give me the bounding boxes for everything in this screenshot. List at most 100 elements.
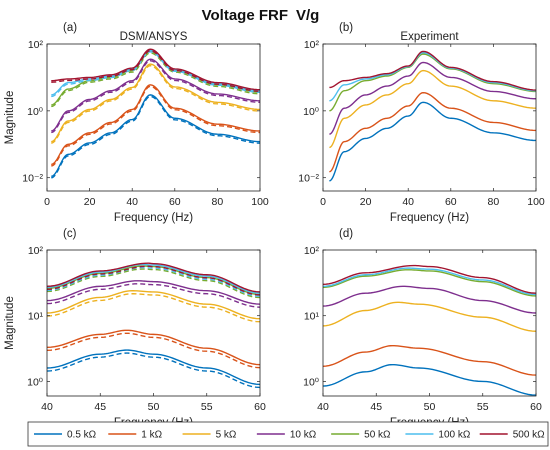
y-tick-label: 10⁰ [303, 376, 320, 388]
series-line-0.5k [329, 101, 536, 182]
series-line-10k-dashed [51, 60, 260, 134]
series-line-1k-dashed [51, 85, 260, 167]
series-line-500k [47, 262, 260, 293]
panel-b: 0 20 40 60 80 100 10⁻² 10⁰ 10² Frequency (Hz) (b) E… [298, 22, 545, 224]
series-line-500k-dashed [47, 265, 260, 296]
series-lines [51, 48, 260, 179]
y-tick-label: 10¹ [28, 311, 44, 323]
y-tick-label: 10⁻² [22, 173, 43, 185]
panel-a: 0 20 40 60 80 100 10⁻² 10⁰ 10² Frequency (Hz) Magn… [4, 22, 269, 224]
x-tick-label: 100 [527, 196, 545, 208]
legend-item: 0.5 kΩ [34, 430, 97, 441]
legend-label: 0.5 kΩ [67, 430, 97, 441]
legend-label: 50 kΩ [364, 430, 391, 441]
y-axis-label: Magnitude [4, 296, 16, 350]
x-tick-label: 60 [169, 196, 181, 208]
y-tick-label: 10² [28, 39, 44, 51]
x-tick-label: 80 [488, 196, 500, 208]
x-tick-label: 20 [360, 196, 372, 208]
figure-title-math: V/g [296, 7, 319, 24]
series-line-0.5k [51, 94, 260, 178]
x-tick-label: 40 [317, 401, 329, 413]
series-line-5k [329, 69, 536, 149]
series-line-100k [47, 263, 260, 294]
plot-area [47, 44, 260, 191]
series-line-1k [323, 344, 536, 376]
series-line-50k-dashed [51, 52, 260, 108]
x-tick-label: 45 [370, 401, 382, 413]
legend: 0.5 kΩ 1 kΩ 5 kΩ 10 kΩ 50 kΩ 100 kΩ 500 kΩ [27, 421, 549, 447]
series-line-5k-dashed [51, 64, 260, 144]
y-tick-label: 10² [304, 39, 320, 51]
series-lines [323, 264, 536, 396]
x-tick-label: 80 [212, 196, 224, 208]
axes-frame [46, 43, 261, 192]
panels-group: 0 20 40 60 80 100 10⁻² 10⁰ 10² Frequency (Hz) Magn… [4, 22, 545, 429]
series-line-10k [51, 58, 260, 132]
series-line-0.5k [323, 363, 536, 396]
x-tick-label: 40 [402, 196, 414, 208]
x-tick-label: 55 [477, 401, 489, 413]
legend-item: 5 kΩ [182, 430, 237, 441]
y-tick-label: 10² [304, 245, 320, 257]
series-line-500k-dashed [51, 50, 260, 92]
legend-label: 100 kΩ [438, 430, 470, 441]
x-tick-label: 45 [94, 401, 106, 413]
panel-letter: (b) [339, 22, 353, 34]
series-line-100k [323, 267, 536, 296]
x-tick-label: 0 [320, 196, 326, 208]
series-line-0.5k-dashed [51, 95, 260, 179]
legend-item: 50 kΩ [331, 430, 391, 441]
x-tick-label: 50 [148, 401, 160, 413]
axes-frame [322, 43, 537, 192]
series-line-500k [51, 48, 260, 91]
series-lines [47, 262, 260, 389]
y-tick-label: 10⁰ [303, 106, 320, 118]
series-line-500k [329, 50, 536, 91]
y-tick-label: 10² [28, 245, 44, 257]
plot-area [323, 44, 536, 191]
x-tick-label: 20 [84, 196, 96, 208]
x-axis-label: Frequency (Hz) [114, 212, 193, 224]
series-lines [329, 50, 536, 182]
y-tick-label: 10¹ [304, 311, 320, 323]
series-line-10k [47, 280, 260, 305]
x-tick-label: 40 [41, 401, 53, 413]
legend-item: 1 kΩ [108, 430, 163, 441]
x-tick-label: 50 [424, 401, 436, 413]
series-line-1k [47, 329, 260, 366]
series-line-1k [329, 91, 536, 173]
x-tick-label: 100 [251, 196, 269, 208]
series-line-0.5k [47, 349, 260, 386]
y-tick-label: 10⁻² [298, 173, 319, 185]
series-line-5k [51, 63, 260, 143]
legend-label: 10 kΩ [290, 430, 317, 441]
x-tick-label: 0 [44, 196, 50, 208]
series-line-50k [329, 53, 536, 112]
panel-title: DSM/ANSYS [120, 31, 188, 43]
figure-title: Voltage FRF V/g [202, 7, 320, 24]
series-line-1k [51, 84, 260, 166]
panel-title: Experiment [400, 31, 459, 43]
series-line-5k-dashed [47, 293, 260, 323]
series-line-10k-dashed [47, 283, 260, 308]
legend-label: 5 kΩ [216, 430, 237, 441]
series-line-10k [329, 61, 536, 135]
plot-area [323, 250, 536, 396]
y-tick-label: 10⁰ [27, 376, 44, 388]
panel-letter: (d) [339, 228, 353, 240]
series-line-10k [323, 285, 536, 314]
legend-item: 500 kΩ [479, 430, 545, 441]
series-line-5k [47, 290, 260, 320]
x-tick-label: 40 [126, 196, 138, 208]
x-tick-label: 55 [201, 401, 213, 413]
panel-letter: (a) [63, 22, 77, 34]
y-tick-label: 10⁰ [27, 106, 44, 118]
panel-letter: (c) [63, 228, 77, 240]
panel-c: 404550556010⁰10¹10²Frequency (Hz)Magnitu… [4, 228, 266, 429]
series-line-50k [323, 269, 536, 297]
series-line-500k [323, 264, 536, 294]
legend-item: 10 kΩ [256, 430, 317, 441]
